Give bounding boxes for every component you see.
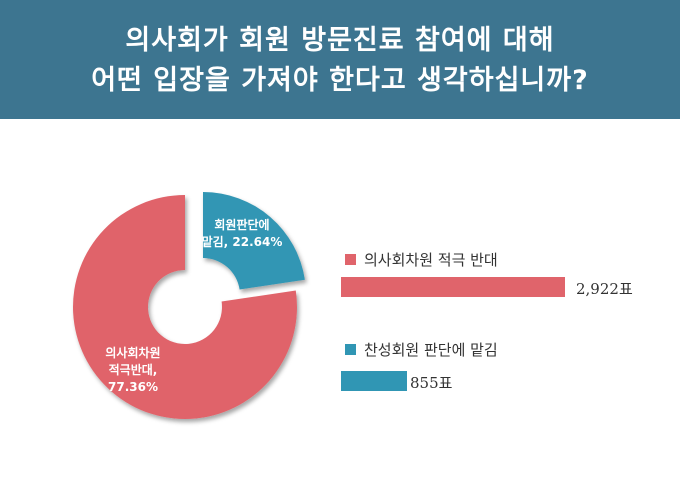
bar-oppose [341,277,565,297]
donut-slice-defer [203,192,305,290]
legend-label-oppose: 의사회차원 적극 반대 [364,251,498,269]
donut-slice-oppose [72,195,297,419]
legend-label-defer: 찬성회원 판단에 맡김 [364,341,498,359]
bar-value-defer: 855표 [410,374,453,392]
legend-swatch-defer [345,344,356,355]
bar-defer [341,371,407,391]
donut-chart: 회원판단에 맡김, 22.64% 의사회차원 적극반대, 77.36% [72,192,305,419]
header-banner: 의사회가 회원 방문진료 참여에 대해 어떤 입장을 가져야 한다고 생각하십니… [0,0,680,119]
legend-swatch-oppose [345,254,356,265]
donut-label-defer: 회원판단에 맡김, 22.64% [202,217,283,249]
title-line-2: 어떤 입장을 가져야 한다고 생각하십니까? [91,65,589,96]
donut-label-oppose: 의사회차원 적극반대, 77.36% [105,345,160,394]
bar-value-oppose: 2,922표 [576,280,633,298]
title-line-1: 의사회가 회원 방문진료 참여에 대해 [125,25,555,56]
